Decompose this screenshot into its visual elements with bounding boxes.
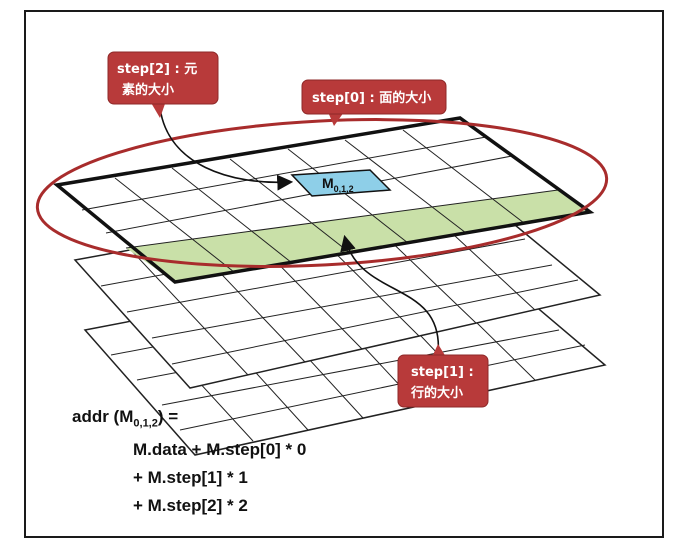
callout-step0: step[0] : 面的大小 [301,79,447,126]
svg-text:step[0] : 面的大小: step[0] : 面的大小 [312,90,431,106]
plane-top: M0,1,2 [52,116,595,284]
diagram-frame [24,10,664,538]
row-highlight [126,190,590,282]
step1-arrow [340,234,440,356]
step2-arrow [159,107,294,191]
formula-line-1: M.data + M.step[0] * 0 [133,440,307,459]
svg-text:行的大小: 行的大小 [410,385,463,401]
svg-text:素的大小: 素的大小 [122,82,174,98]
cell-highlight [290,169,392,197]
formula-lhs: addr (M0,1,2) = [72,407,179,430]
cell-label: M0,1,2 [322,175,354,194]
formula-line-2: + M.step[1] * 1 [133,468,248,487]
callout-step2: step[2] : 元 素的大小 [107,51,219,118]
formula-line-3: + M.step[2] * 2 [133,496,248,515]
svg-text:step[2] : 元: step[2] : 元 [117,62,197,77]
plane-ellipse [35,118,609,268]
callout-step1: step[1] : 行的大小 [397,344,489,408]
svg-text:step[1] :: step[1] : [411,365,474,380]
